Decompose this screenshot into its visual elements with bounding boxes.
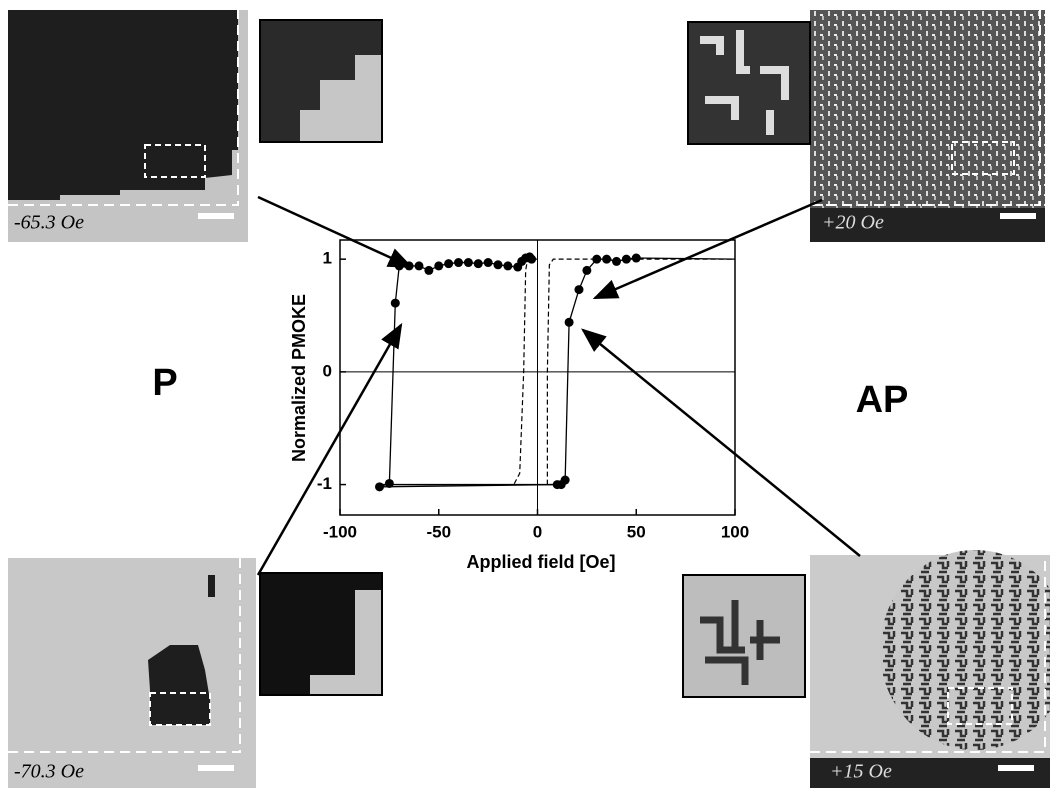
data-point <box>483 258 493 268</box>
x-tick-label: 50 <box>627 522 646 541</box>
caption: +20 Oe <box>822 212 884 234</box>
series-line <box>379 257 736 486</box>
data-point <box>560 475 570 485</box>
data-point <box>473 259 483 269</box>
data-point <box>513 262 523 272</box>
x-axis-label: Applied field [Oe] <box>466 552 615 572</box>
x-tick-label: -100 <box>323 522 357 541</box>
caption: -70.3 Oe <box>14 761 84 783</box>
y-tick-label: -1 <box>317 474 332 493</box>
data-point <box>564 317 574 327</box>
data-point <box>503 261 513 271</box>
image-top-left <box>8 10 248 242</box>
data-point <box>574 285 584 295</box>
data-point <box>493 260 503 270</box>
zoom-bottom-right <box>682 574 806 698</box>
data-point <box>612 256 621 266</box>
series-line <box>442 258 735 486</box>
data-point <box>424 265 434 275</box>
image-bottom-right <box>810 550 1050 788</box>
data-point <box>384 478 394 488</box>
data-point <box>444 259 454 269</box>
data-point <box>463 258 473 268</box>
caption: -65.3 Oe <box>14 212 84 234</box>
x-tick-label: 100 <box>721 522 749 541</box>
data-point <box>454 258 463 268</box>
zoom-top-right <box>687 21 811 145</box>
x-tick-label: 0 <box>533 522 542 541</box>
y-tick-label: 1 <box>323 249 332 268</box>
y-tick-label: 0 <box>323 361 332 380</box>
image-bottom-left <box>8 558 256 788</box>
zoom-bottom-left <box>259 572 383 696</box>
data-point <box>404 261 414 271</box>
data-point <box>375 482 384 492</box>
image-top-right <box>810 10 1045 242</box>
data-point <box>592 254 602 264</box>
y-axis-label: Normalized PMOKE <box>289 294 309 462</box>
x-tick-label: -50 <box>426 522 451 541</box>
data-point <box>390 298 400 308</box>
state-label: AP <box>856 379 909 421</box>
data-point <box>582 265 592 275</box>
arrows <box>256 195 861 576</box>
caption: +15 Oe <box>830 761 892 783</box>
state-label: P <box>152 362 177 404</box>
data-point <box>602 254 612 264</box>
data-point <box>434 261 444 271</box>
plot: -100 -50 0 50 100 -1 0 1 <box>317 239 749 541</box>
zoom-top-left <box>259 19 383 143</box>
data-point <box>414 261 424 271</box>
data-point <box>394 261 404 271</box>
